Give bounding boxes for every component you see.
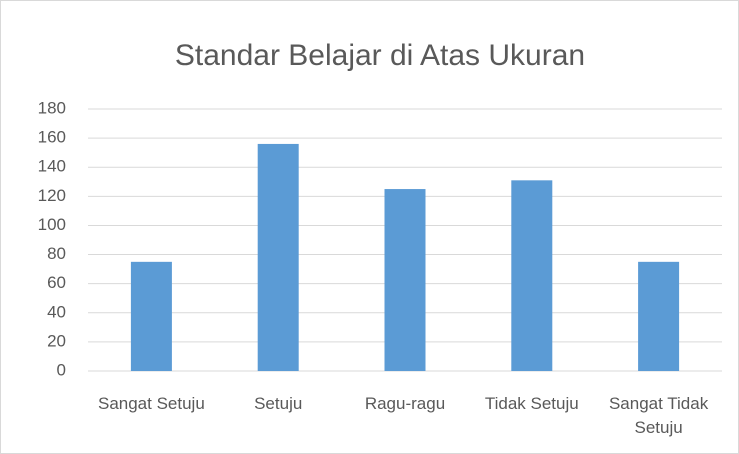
- bar: [130, 261, 172, 371]
- x-tick-label-box: Sangat Setuju: [97, 394, 205, 413]
- x-tick-label-box: Ragu-ragu: [364, 394, 446, 413]
- x-tick-label: Sangat Tidak Setuju: [608, 394, 709, 437]
- bar: [257, 143, 299, 371]
- x-tick-label-box: Setuju: [254, 394, 303, 413]
- bar: [511, 180, 553, 371]
- x-tick-label-box: Sangat Tidak Setuju: [608, 394, 709, 437]
- y-tick-label: 140: [38, 157, 66, 176]
- x-tick-label: Setuju: [254, 394, 303, 413]
- y-tick-label: 100: [38, 215, 66, 234]
- x-tick-label: Ragu-ragu: [364, 394, 446, 413]
- y-tick-label: 0: [57, 360, 66, 379]
- y-tick-label: 160: [38, 128, 66, 147]
- y-tick-label: 180: [38, 98, 66, 117]
- y-tick-label: 60: [47, 273, 66, 292]
- y-tick-label: 120: [38, 186, 66, 205]
- x-tick-label-box: Tidak Setuju: [484, 394, 579, 413]
- bar: [384, 189, 426, 371]
- chart-title: Standar Belajar di Atas Ukuran: [175, 39, 585, 72]
- x-tick-label: Sangat Setuju: [97, 394, 205, 413]
- y-tick-label: 40: [47, 302, 66, 321]
- x-tick-label: Tidak Setuju: [484, 394, 579, 413]
- bar: [638, 261, 680, 371]
- y-tick-label: 80: [47, 244, 66, 263]
- y-tick-label: 20: [47, 331, 66, 350]
